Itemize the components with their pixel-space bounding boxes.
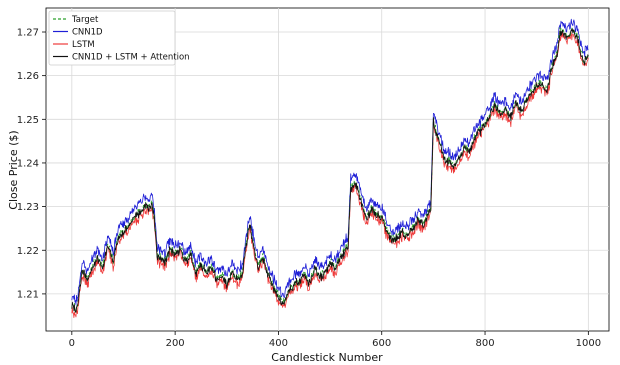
y-tick-label: 1.26 <box>17 71 39 82</box>
x-tick-label: 800 <box>475 338 494 349</box>
x-tick-label: 0 <box>69 338 75 349</box>
y-axis-title: Close Price ($) <box>7 130 20 209</box>
x-tick-label: 1000 <box>576 338 601 349</box>
ticks: 0 200 400 600 800 1000 1.21 1.22 1.23 1.24 1.25 1.2… <box>17 28 601 349</box>
x-tick-label: 600 <box>372 338 391 349</box>
legend-label-2: LSTM <box>72 40 95 50</box>
y-tick-label: 1.21 <box>17 289 39 300</box>
y-tick-label: 1.23 <box>17 202 39 213</box>
series-line-1 <box>71 18 589 306</box>
legend-frame <box>48 10 176 66</box>
legend: Target CNN1D LSTM CNN1D + LSTM + Attention <box>48 10 190 66</box>
legend-label-1: CNN1D <box>72 28 103 38</box>
y-tick-label: 1.25 <box>17 115 39 126</box>
y-tick-label: 1.27 <box>17 28 39 39</box>
y-tick-label: 1.22 <box>17 246 39 257</box>
legend-label-0: Target <box>71 15 99 25</box>
series-layer <box>71 18 589 318</box>
x-axis-title: Candlestick Number <box>271 351 383 364</box>
series-line-3 <box>71 28 589 313</box>
x-tick-label: 200 <box>166 338 185 349</box>
legend-label-3: CNN1D + LSTM + Attention <box>72 53 190 63</box>
y-tick-label: 1.24 <box>17 158 39 169</box>
series-line-2 <box>71 30 589 318</box>
x-tick-label: 400 <box>269 338 288 349</box>
